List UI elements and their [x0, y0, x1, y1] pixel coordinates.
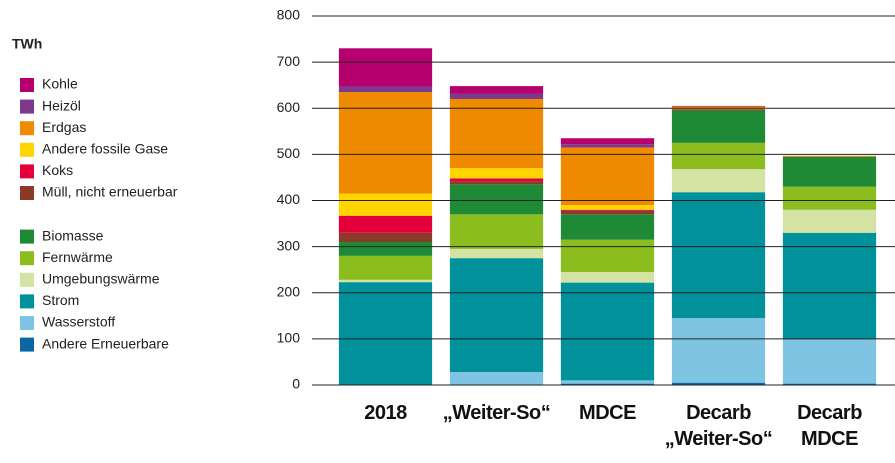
- bar-segment: [338, 215, 433, 233]
- x-tick-label: Decarb „Weiter-So“: [664, 402, 773, 450]
- bar-segment: [782, 338, 877, 384]
- bar-segment: [449, 86, 544, 94]
- y-tick-label: 800: [277, 7, 301, 23]
- bar-segment: [449, 184, 544, 215]
- legend-swatch: [20, 251, 34, 266]
- legend-label: Fernwärme: [42, 249, 113, 265]
- x-tick-label: 2018: [364, 402, 407, 424]
- bar-segment: [338, 92, 433, 194]
- bar-segment: [671, 382, 766, 385]
- bar-segment: [449, 178, 544, 182]
- bar-segment: [338, 48, 433, 87]
- y-tick-label: 400: [277, 191, 301, 207]
- legend-label: Strom: [42, 292, 79, 308]
- bar-segment: [338, 242, 433, 256]
- legend-label: Müll, nicht erneuerbar: [42, 184, 178, 200]
- bar-segment: [671, 318, 766, 383]
- bar-segment: [560, 214, 655, 240]
- bar-segment: [338, 232, 433, 243]
- bar-segment: [560, 383, 655, 385]
- bar-segment: [782, 209, 877, 233]
- legend-swatch: [20, 164, 34, 179]
- bar-segment: [338, 282, 433, 385]
- legend-label: Biomasse: [42, 227, 104, 243]
- unit-label: TWh: [12, 36, 42, 52]
- bar-segment: [449, 181, 544, 185]
- x-tick-label: Decarb MDCE: [797, 402, 862, 450]
- bar-segment: [560, 205, 655, 210]
- bar-segment: [560, 380, 655, 384]
- legend-swatch: [20, 316, 34, 330]
- bar-segment: [671, 169, 766, 193]
- y-tick-label: 600: [277, 99, 301, 115]
- bar-segment: [449, 214, 544, 249]
- legend-swatch: [20, 272, 34, 287]
- bar-segment: [449, 248, 544, 259]
- bar-segment: [560, 209, 655, 211]
- y-tick-label: 500: [277, 145, 301, 161]
- bar-segment: [560, 210, 655, 215]
- bar-segment: [560, 138, 655, 145]
- bar-segment: [449, 93, 544, 100]
- y-tick-label: 100: [277, 330, 301, 346]
- legend-label: Andere Erneuerbare: [42, 335, 169, 351]
- bar-segment: [782, 383, 877, 385]
- bar-segment: [449, 372, 544, 385]
- bar-segment: [782, 155, 877, 157]
- bar-segment: [671, 192, 766, 319]
- legend-swatch: [20, 229, 34, 244]
- legend-label: Heizöl: [42, 97, 81, 113]
- x-tick-label: MDCE: [579, 402, 636, 424]
- legend-swatch: [20, 337, 34, 352]
- bar-segment: [560, 271, 655, 283]
- bar-segment: [338, 279, 433, 283]
- y-tick-label: 0: [292, 376, 300, 392]
- bar-segment: [560, 239, 655, 272]
- bar-segment: [449, 168, 544, 179]
- bar-segment: [671, 109, 766, 111]
- bar-segment: [671, 110, 766, 143]
- bar-segment: [449, 99, 544, 169]
- bar-segment: [671, 106, 766, 109]
- bar-segment: [449, 258, 544, 373]
- bar-segment: [782, 186, 877, 210]
- y-tick-label: 200: [277, 283, 301, 299]
- bar-segment: [338, 193, 433, 216]
- bar-segment: [338, 255, 433, 280]
- bar-segment: [560, 147, 655, 206]
- legend-label: Andere fossile Gase: [42, 141, 168, 157]
- legend-swatch: [20, 121, 34, 136]
- bar-segment: [338, 86, 433, 93]
- bar-segment: [671, 142, 766, 170]
- y-tick-label: 300: [277, 237, 301, 253]
- bar-segment: [782, 232, 877, 339]
- bar-segment: [560, 282, 655, 381]
- legend-label: Koks: [42, 162, 73, 178]
- legend-swatch: [20, 294, 34, 309]
- bar-segment: [782, 156, 877, 187]
- legend-label: Erdgas: [42, 119, 86, 135]
- x-tick-label: „Weiter-So“: [442, 402, 551, 424]
- legend-label: Wasserstoff: [42, 314, 115, 330]
- legend-swatch: [20, 186, 34, 200]
- y-tick-label: 700: [277, 53, 301, 69]
- legend-label: Kohle: [42, 76, 78, 92]
- legend-swatch: [20, 78, 34, 92]
- legend-swatch: [20, 142, 34, 157]
- bar-segment: [560, 144, 655, 148]
- legend-label: Umgebungswärme: [42, 271, 160, 287]
- legend-swatch: [20, 99, 34, 114]
